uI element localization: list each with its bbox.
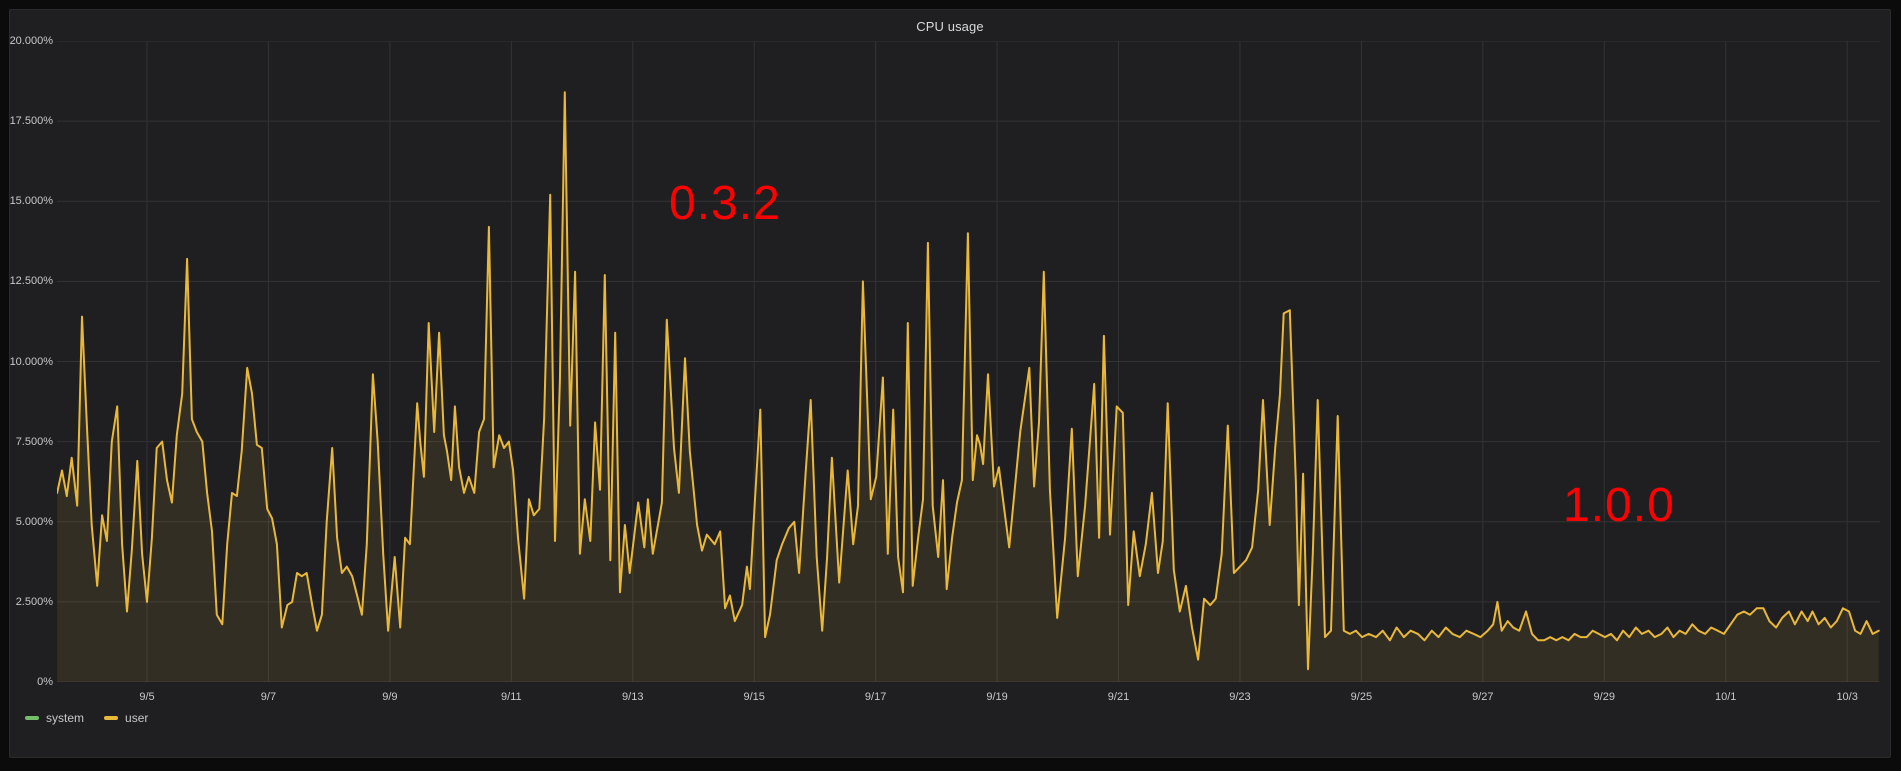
chart-legend: system user	[25, 711, 148, 725]
cpu-usage-panel: CPU usage	[9, 9, 1891, 758]
legend-item-user[interactable]: user	[104, 711, 148, 725]
legend-label-system: system	[46, 711, 85, 725]
series-color-swatch-system	[25, 716, 39, 720]
panel-title[interactable]: CPU usage	[916, 19, 984, 34]
cpu-usage-chart[interactable]	[57, 41, 1880, 682]
series-color-swatch-user	[104, 716, 119, 720]
user-series-area	[57, 92, 1879, 682]
legend-item-system[interactable]: system	[25, 711, 84, 725]
user-series-line	[57, 91, 1880, 671]
legend-label-user: user	[125, 711, 149, 725]
version-annotation-1-0-0: 1.0.0	[1563, 479, 1675, 532]
version-annotation-0-3-2: 0.3.2	[669, 177, 781, 230]
